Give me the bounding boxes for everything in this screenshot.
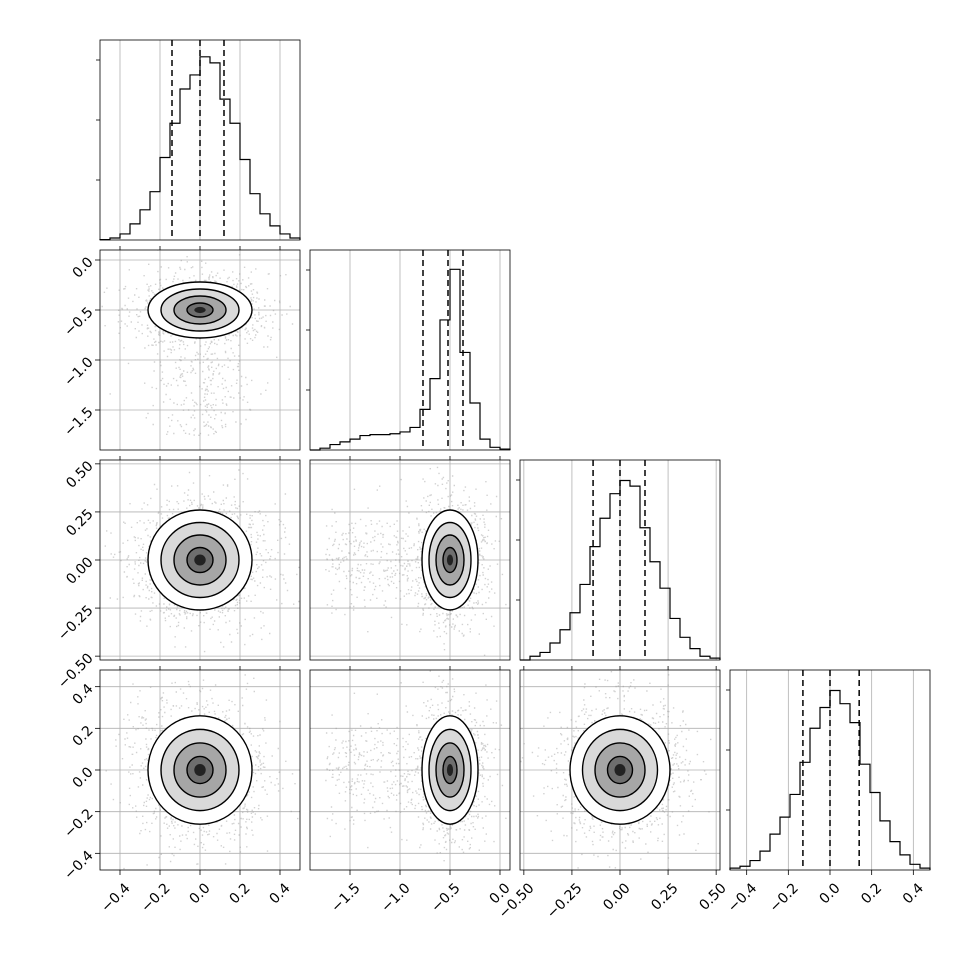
density-panel-2-3 [309, 459, 511, 661]
density-panel-1-4 [99, 669, 301, 871]
density-peak [194, 764, 206, 776]
density-content [100, 250, 294, 436]
density-content [325, 466, 507, 656]
y-tick-label: −0.5 [61, 304, 96, 339]
scatter-points [325, 670, 507, 862]
x-tick-label: 0.50 [696, 880, 729, 913]
density-content [105, 674, 299, 870]
y-tick-label: 0.0 [70, 764, 97, 791]
histogram-step [310, 268, 511, 451]
density-panel-3-4 [519, 669, 721, 871]
y-tick-label: 0.0 [70, 254, 97, 281]
contour-line [606, 755, 634, 785]
y-tick-label: 0.2 [70, 723, 97, 750]
y-tick-label: 0.00 [63, 554, 96, 587]
x-tick-label: 0.4 [900, 880, 927, 907]
histogram-panel-4 [726, 669, 931, 871]
density-peak [446, 764, 454, 776]
contour-line [160, 728, 240, 812]
contour-line [594, 742, 646, 798]
panel-frame [309, 249, 511, 451]
density-content [325, 670, 507, 862]
contour-line [581, 728, 659, 812]
contour-line [186, 302, 214, 318]
scatter-points [325, 466, 507, 656]
density-panel-2-4 [309, 669, 511, 871]
y-tick-label: 0.25 [63, 506, 96, 539]
x-tick-label: −0.4 [98, 880, 133, 915]
x-tick-label: −0.2 [138, 880, 173, 915]
contour-line [186, 546, 214, 574]
histogram-panel-3 [516, 459, 721, 661]
panel-frame [309, 459, 511, 661]
contour-line [147, 281, 253, 339]
y-tick-label: 0.50 [63, 458, 96, 491]
contour-line [442, 755, 458, 785]
histogram-panel-1 [96, 39, 301, 241]
contour-line [173, 295, 227, 325]
histogram-step [729, 689, 931, 870]
contour-line [442, 546, 458, 574]
contour-line [173, 742, 227, 798]
x-tick-label: 0.2 [858, 880, 885, 907]
y-tick-label: −0.4 [61, 848, 96, 883]
contour-line [421, 715, 479, 825]
y-tick-label: −0.25 [55, 602, 97, 644]
contour-line [428, 728, 472, 812]
x-tick-label: −0.4 [725, 880, 760, 915]
x-tick-label: −0.5 [428, 880, 463, 915]
density-panel-1-3 [99, 459, 301, 661]
density-peak [194, 306, 206, 314]
contour-line [186, 755, 214, 785]
contour-line [428, 521, 472, 599]
contour-line [147, 715, 253, 825]
panel-frame [519, 459, 721, 661]
histogram-panel-2 [306, 249, 511, 451]
scatter-points [100, 250, 294, 436]
contour-line [160, 521, 240, 599]
x-tick-label: 0.2 [227, 880, 254, 907]
x-tick-label: 0.4 [267, 880, 294, 907]
x-tick-label: 0.0 [187, 880, 214, 907]
density-content [104, 469, 300, 653]
contour-line [435, 534, 465, 586]
x-tick-label: −1.0 [378, 880, 413, 915]
density-panel-1-2 [99, 249, 301, 451]
density-peak [194, 554, 206, 566]
y-tick-label: −0.2 [61, 806, 96, 841]
contour-line [160, 288, 240, 332]
x-tick-label: −0.25 [544, 880, 586, 922]
contour-line [173, 534, 227, 586]
x-tick-label: 0.00 [600, 880, 633, 913]
x-tick-label: 0.0 [817, 880, 844, 907]
density-peak [614, 764, 626, 776]
x-tick-label: 0.25 [648, 880, 681, 913]
y-tick-label: −1.5 [61, 404, 96, 439]
y-tick-label: −0.50 [55, 650, 97, 692]
contour-line [435, 742, 465, 798]
contour-line [421, 509, 479, 611]
contour-line [147, 509, 253, 611]
y-tick-label: −1.0 [61, 354, 96, 389]
panel-frame [309, 669, 511, 871]
contour-line [569, 715, 671, 825]
panel-frame [99, 39, 301, 241]
density-peak [446, 554, 454, 566]
y-tick-label: 0.4 [70, 681, 97, 708]
density-content [520, 671, 712, 870]
x-tick-label: −0.2 [767, 880, 802, 915]
x-tick-label: −1.5 [328, 880, 363, 915]
